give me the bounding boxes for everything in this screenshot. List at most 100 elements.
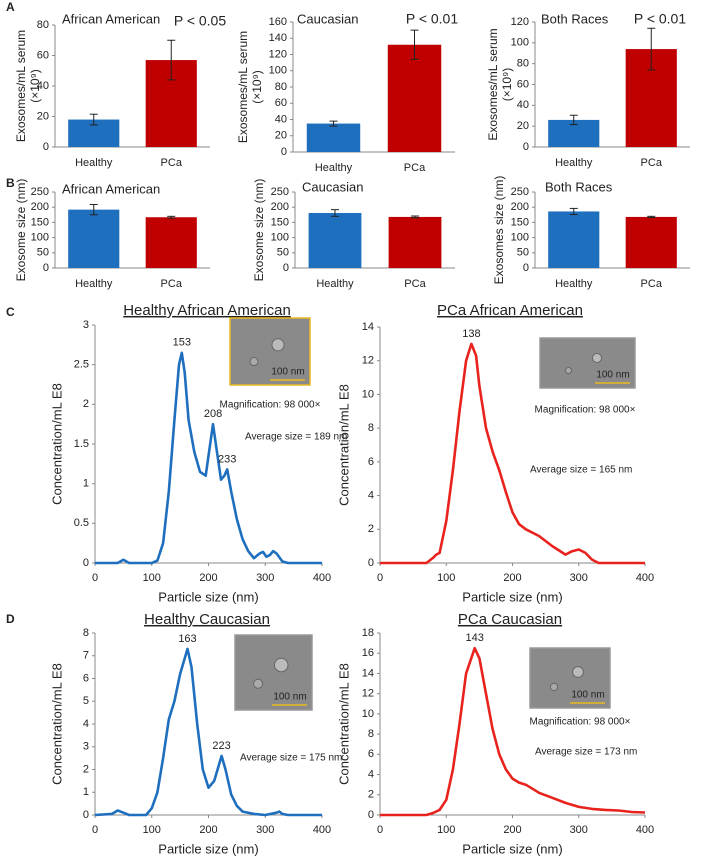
y-axis-label: Concentration/mL E8 bbox=[49, 663, 64, 785]
y-tick-label: 40 bbox=[37, 80, 49, 92]
y-tick-label: 250 bbox=[271, 186, 289, 198]
y-axis-label: Exosomes/mL serum bbox=[236, 31, 250, 143]
y-axis-label: (×10⁹) bbox=[250, 70, 264, 104]
magnification-label: Magnification: 98 000× bbox=[530, 717, 631, 728]
x-tick-label: 300 bbox=[570, 572, 588, 584]
y-axis-label: Exosome size (nm) bbox=[14, 179, 28, 282]
x-tick-label: 200 bbox=[199, 824, 217, 836]
chart-title: Both Races bbox=[545, 179, 613, 194]
y-tick-label: 150 bbox=[31, 216, 49, 228]
y-tick-label: 4 bbox=[83, 718, 89, 730]
scale-bar-label: 100 nm bbox=[273, 692, 306, 703]
y-tick-label: 100 bbox=[269, 65, 287, 77]
x-tick-label: 100 bbox=[437, 572, 455, 584]
p-value: P < 0.05 bbox=[174, 13, 227, 29]
tem-vesicle bbox=[249, 357, 259, 367]
y-axis-label: Exosomes/mL serum bbox=[486, 28, 500, 140]
y-tick-label: 250 bbox=[511, 186, 529, 198]
y-tick-label: 8 bbox=[368, 728, 374, 740]
average-size-label: Average size = 175 nm bbox=[240, 753, 342, 764]
y-tick-label: 200 bbox=[271, 201, 289, 213]
y-tick-label: 12 bbox=[362, 355, 374, 367]
y-tick-label: 10 bbox=[362, 708, 374, 720]
peak-label: 223 bbox=[212, 740, 230, 752]
tem-image bbox=[529, 647, 611, 709]
y-tick-label: 80 bbox=[37, 19, 49, 31]
y-axis-label: (×10⁹) bbox=[500, 68, 514, 102]
chart-title: African American bbox=[62, 181, 160, 196]
y-tick-label: 0 bbox=[83, 809, 89, 821]
y-tick-label: 150 bbox=[271, 216, 289, 228]
y-tick-label: 7 bbox=[83, 650, 89, 662]
y-tick-label: 10 bbox=[362, 388, 374, 400]
chart-title: Caucasian bbox=[297, 11, 358, 26]
p-value: P < 0.01 bbox=[406, 11, 459, 27]
tem-vesicle bbox=[572, 666, 584, 678]
y-axis-label: Concentration/mL E8 bbox=[336, 663, 351, 785]
y-tick-label: 16 bbox=[362, 647, 374, 659]
y-tick-label: 0 bbox=[368, 557, 374, 569]
x-tick-label: 0 bbox=[377, 572, 383, 584]
y-tick-label: 20 bbox=[517, 120, 529, 132]
peak-label: 163 bbox=[178, 633, 196, 645]
tem-vesicle bbox=[592, 353, 602, 363]
x-tick-label: Healthy bbox=[75, 157, 113, 169]
y-tick-label: 8 bbox=[368, 422, 374, 434]
chart-title: Caucasian bbox=[302, 179, 363, 194]
x-tick-label: 0 bbox=[92, 572, 98, 584]
chart-title: Healthy Caucasian bbox=[144, 611, 270, 628]
y-tick-label: 18 bbox=[362, 627, 374, 639]
y-tick-label: 120 bbox=[269, 48, 287, 60]
x-tick-label: PCa bbox=[404, 162, 426, 174]
x-tick-label: PCa bbox=[404, 278, 426, 290]
x-tick-label: PCa bbox=[641, 278, 663, 290]
y-tick-label: 50 bbox=[277, 247, 289, 259]
scale-bar-label: 100 nm bbox=[571, 690, 604, 701]
y-tick-label: 200 bbox=[511, 201, 529, 213]
average-size-label: Average size = 189 nm bbox=[245, 432, 347, 443]
chart-title: African American bbox=[62, 11, 160, 26]
y-tick-label: 6 bbox=[83, 672, 89, 684]
chart-title: PCa Caucasian bbox=[458, 611, 562, 628]
y-tick-label: 0 bbox=[523, 141, 529, 153]
y-tick-label: 80 bbox=[517, 58, 529, 70]
size-distribution-line bbox=[95, 351, 322, 565]
x-tick-label: 300 bbox=[256, 572, 274, 584]
x-axis-label: Particle size (nm) bbox=[158, 589, 258, 604]
y-tick-label: 1.5 bbox=[74, 438, 89, 450]
y-tick-label: 1 bbox=[83, 478, 89, 490]
error-bar bbox=[331, 209, 339, 217]
y-tick-label: 8 bbox=[83, 627, 89, 639]
y-tick-label: 20 bbox=[37, 110, 49, 122]
error-bar bbox=[167, 39, 176, 81]
size-distribution-line bbox=[380, 646, 646, 817]
chart-title: Both Races bbox=[541, 11, 609, 26]
chart-title: PCa African American bbox=[437, 302, 583, 319]
y-tick-label: 2 bbox=[368, 523, 374, 535]
chart-title: Healthy African American bbox=[123, 302, 291, 319]
tem-vesicle bbox=[271, 338, 285, 352]
magnification-label: Magnification: 98 000× bbox=[220, 400, 321, 411]
panel-label: A bbox=[6, 0, 15, 14]
size-distribution-line bbox=[380, 342, 645, 565]
error-bar bbox=[167, 215, 176, 219]
y-tick-label: 60 bbox=[517, 78, 529, 90]
error-bar bbox=[569, 114, 578, 126]
y-tick-label: 0 bbox=[283, 262, 289, 274]
x-tick-label: 200 bbox=[503, 572, 521, 584]
y-tick-label: 0 bbox=[43, 141, 49, 153]
y-tick-label: 4 bbox=[368, 768, 374, 780]
y-tick-label: 6 bbox=[368, 456, 374, 468]
error-bar bbox=[89, 113, 98, 126]
y-tick-label: 80 bbox=[275, 81, 287, 93]
average-size-label: Average size = 173 nm bbox=[535, 747, 637, 758]
panel-label: B bbox=[6, 176, 15, 190]
y-tick-label: 3 bbox=[83, 741, 89, 753]
y-tick-label: 0 bbox=[368, 809, 374, 821]
size-distribution-line bbox=[94, 647, 322, 817]
x-tick-label: 300 bbox=[570, 824, 588, 836]
panel-label: C bbox=[6, 305, 15, 319]
bar bbox=[387, 44, 442, 152]
y-tick-label: 0 bbox=[43, 262, 49, 274]
